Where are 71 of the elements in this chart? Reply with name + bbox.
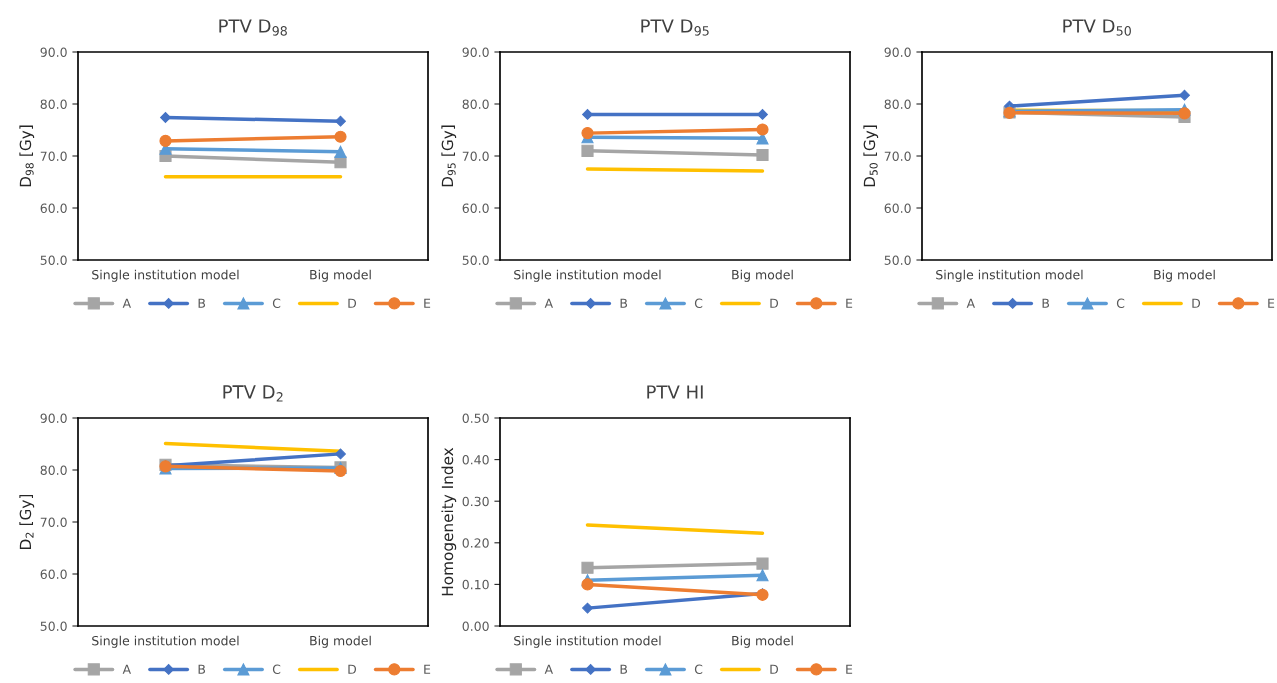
legend-label: A (966, 298, 976, 308)
chart-title: PTV D$_{98}$ (219, 19, 287, 36)
legend-label: B (620, 664, 628, 674)
y-tick-label: 80.0 (40, 465, 67, 475)
y-tick-label: 80.0 (40, 99, 67, 109)
legend-label: D (770, 664, 779, 674)
x-tick-label: Single institution model (936, 269, 1083, 282)
legend-label: A (544, 664, 554, 674)
x-tick-label: Big model (732, 269, 793, 282)
legend-label: B (198, 298, 206, 308)
legend-label: A (544, 298, 554, 308)
x-tick-label: Big model (310, 635, 371, 648)
legend-label: C (694, 664, 703, 674)
y-axis-title: D$_{2}$ [Gy] (19, 494, 35, 549)
y-tick-label: 0.00 (462, 621, 489, 631)
x-tick-label: Big model (310, 269, 371, 282)
y-axis-title: D$_{50}$ [Gy] (863, 125, 879, 187)
y-tick-label: 90.0 (462, 47, 489, 57)
legend-label: D (1192, 298, 1201, 308)
y-tick-label: 80.0 (884, 99, 911, 109)
legend-label: B (198, 664, 206, 674)
chart-title: PTV D$_{2}$ (223, 385, 283, 402)
legend-label: E (846, 664, 853, 674)
y-tick-label: 0.20 (462, 538, 489, 548)
chart-title: PTV HI (647, 385, 703, 399)
x-tick-label: Big model (1154, 269, 1215, 282)
x-tick-label: Single institution model (92, 269, 239, 282)
y-tick-label: 90.0 (884, 47, 911, 57)
y-tick-label: 60.0 (40, 569, 67, 579)
y-axis-title: Homogeneity Index (441, 447, 457, 596)
chart-title: PTV D$_{95}$ (641, 19, 709, 36)
y-axis-title: D$_{95}$ [Gy] (441, 125, 457, 187)
legend-label: D (348, 664, 357, 674)
legend-label: E (846, 298, 853, 308)
legend-label: C (272, 664, 281, 674)
x-tick-label: Big model (732, 635, 793, 648)
legend-label: B (620, 298, 628, 308)
legend-label: A (122, 298, 132, 308)
x-tick-label: Single institution model (514, 269, 661, 282)
y-tick-label: 70.0 (884, 151, 911, 161)
legend-label: A (122, 664, 132, 674)
legend-label: C (1116, 298, 1125, 308)
y-axis-title: D$_{98}$ [Gy] (19, 125, 35, 187)
y-tick-label: 50.0 (40, 621, 67, 631)
legend-label: C (272, 298, 281, 308)
legend-label: E (424, 298, 431, 308)
y-tick-label: 80.0 (462, 99, 489, 109)
y-tick-label: 0.40 (462, 455, 489, 465)
y-tick-label: 0.30 (462, 496, 489, 507)
y-tick-label: 0.50 (462, 413, 489, 423)
y-tick-label: 70.0 (40, 151, 67, 161)
x-tick-label: Single institution model (514, 635, 661, 648)
y-tick-label: 70.0 (462, 151, 489, 161)
legend-label: D (348, 298, 357, 308)
legend-label: C (694, 298, 703, 308)
x-tick-label: Single institution model (92, 635, 239, 648)
y-tick-label: 50.0 (884, 255, 911, 265)
y-tick-label: 60.0 (40, 203, 67, 213)
chart-title: PTV D$_{50}$ (1063, 19, 1131, 36)
legend-label: E (1268, 298, 1275, 308)
y-tick-label: 50.0 (462, 255, 489, 265)
y-tick-label: 90.0 (40, 413, 67, 423)
y-tick-label: 0.10 (462, 579, 489, 590)
y-tick-label: 50.0 (40, 255, 67, 265)
y-tick-label: 60.0 (462, 203, 489, 213)
y-tick-label: 60.0 (884, 203, 911, 213)
legend-label: D (770, 298, 779, 308)
legend-label: E (424, 664, 431, 674)
y-tick-label: 70.0 (40, 517, 67, 527)
y-tick-label: 90.0 (40, 47, 67, 57)
legend-label: B (1042, 298, 1050, 308)
